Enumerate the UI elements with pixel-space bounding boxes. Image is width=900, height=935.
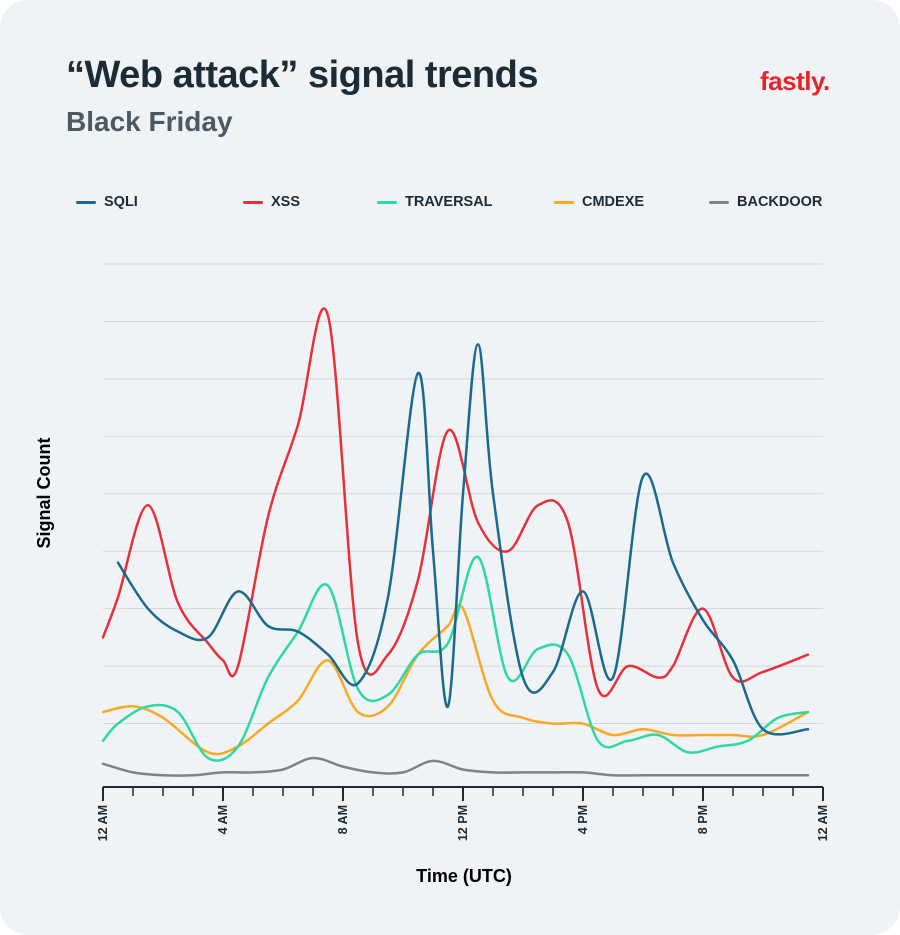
chart-title: “Web attack” signal trends xyxy=(66,54,538,96)
legend-swatch xyxy=(76,200,96,204)
x-axis: 12 AM 4 AM 8 AM 12 PM 4 PM 8 PM 12 AM xyxy=(96,786,830,841)
x-tick-label: 12 AM xyxy=(96,805,110,841)
x-tick-label: 8 PM xyxy=(696,805,710,834)
series-line-backdoor xyxy=(101,756,810,777)
legend-label: TRAVERSAL xyxy=(405,194,493,210)
x-tick-label: 4 AM xyxy=(216,805,230,834)
series-line-traversal xyxy=(101,555,810,762)
legend-swatch xyxy=(243,200,263,204)
series-lines xyxy=(101,307,810,777)
series-line-xss xyxy=(101,307,810,698)
series-line-sqli xyxy=(116,343,810,736)
legend-swatch xyxy=(377,200,397,204)
legend-swatch xyxy=(554,200,574,204)
x-tick-label: 8 AM xyxy=(336,805,350,834)
legend-item-sqli: SQLI xyxy=(76,194,138,210)
y-axis-title: Signal Count xyxy=(34,438,54,549)
legend-item-xss: XSS xyxy=(243,194,300,210)
fastly-logo: fastly. xyxy=(760,66,830,96)
legend-item-traversal: TRAVERSAL xyxy=(377,194,493,210)
legend-label: CMDEXE xyxy=(582,194,645,210)
chart-subtitle: Black Friday xyxy=(66,106,233,137)
x-tick-label: 4 PM xyxy=(576,805,590,834)
legend-label: BACKDOOR xyxy=(737,194,823,210)
legend-label: XSS xyxy=(271,194,301,210)
legend-swatch xyxy=(709,200,729,204)
legend-item-cmdexe: CMDEXE xyxy=(554,194,644,210)
x-axis-title: Time (UTC) xyxy=(416,866,512,886)
legend-item-backdoor: BACKDOOR xyxy=(709,194,822,210)
x-tick-label: 12 AM xyxy=(816,805,830,841)
x-tick-label: 12 PM xyxy=(456,805,470,841)
legend-label: SQLI xyxy=(104,194,138,210)
